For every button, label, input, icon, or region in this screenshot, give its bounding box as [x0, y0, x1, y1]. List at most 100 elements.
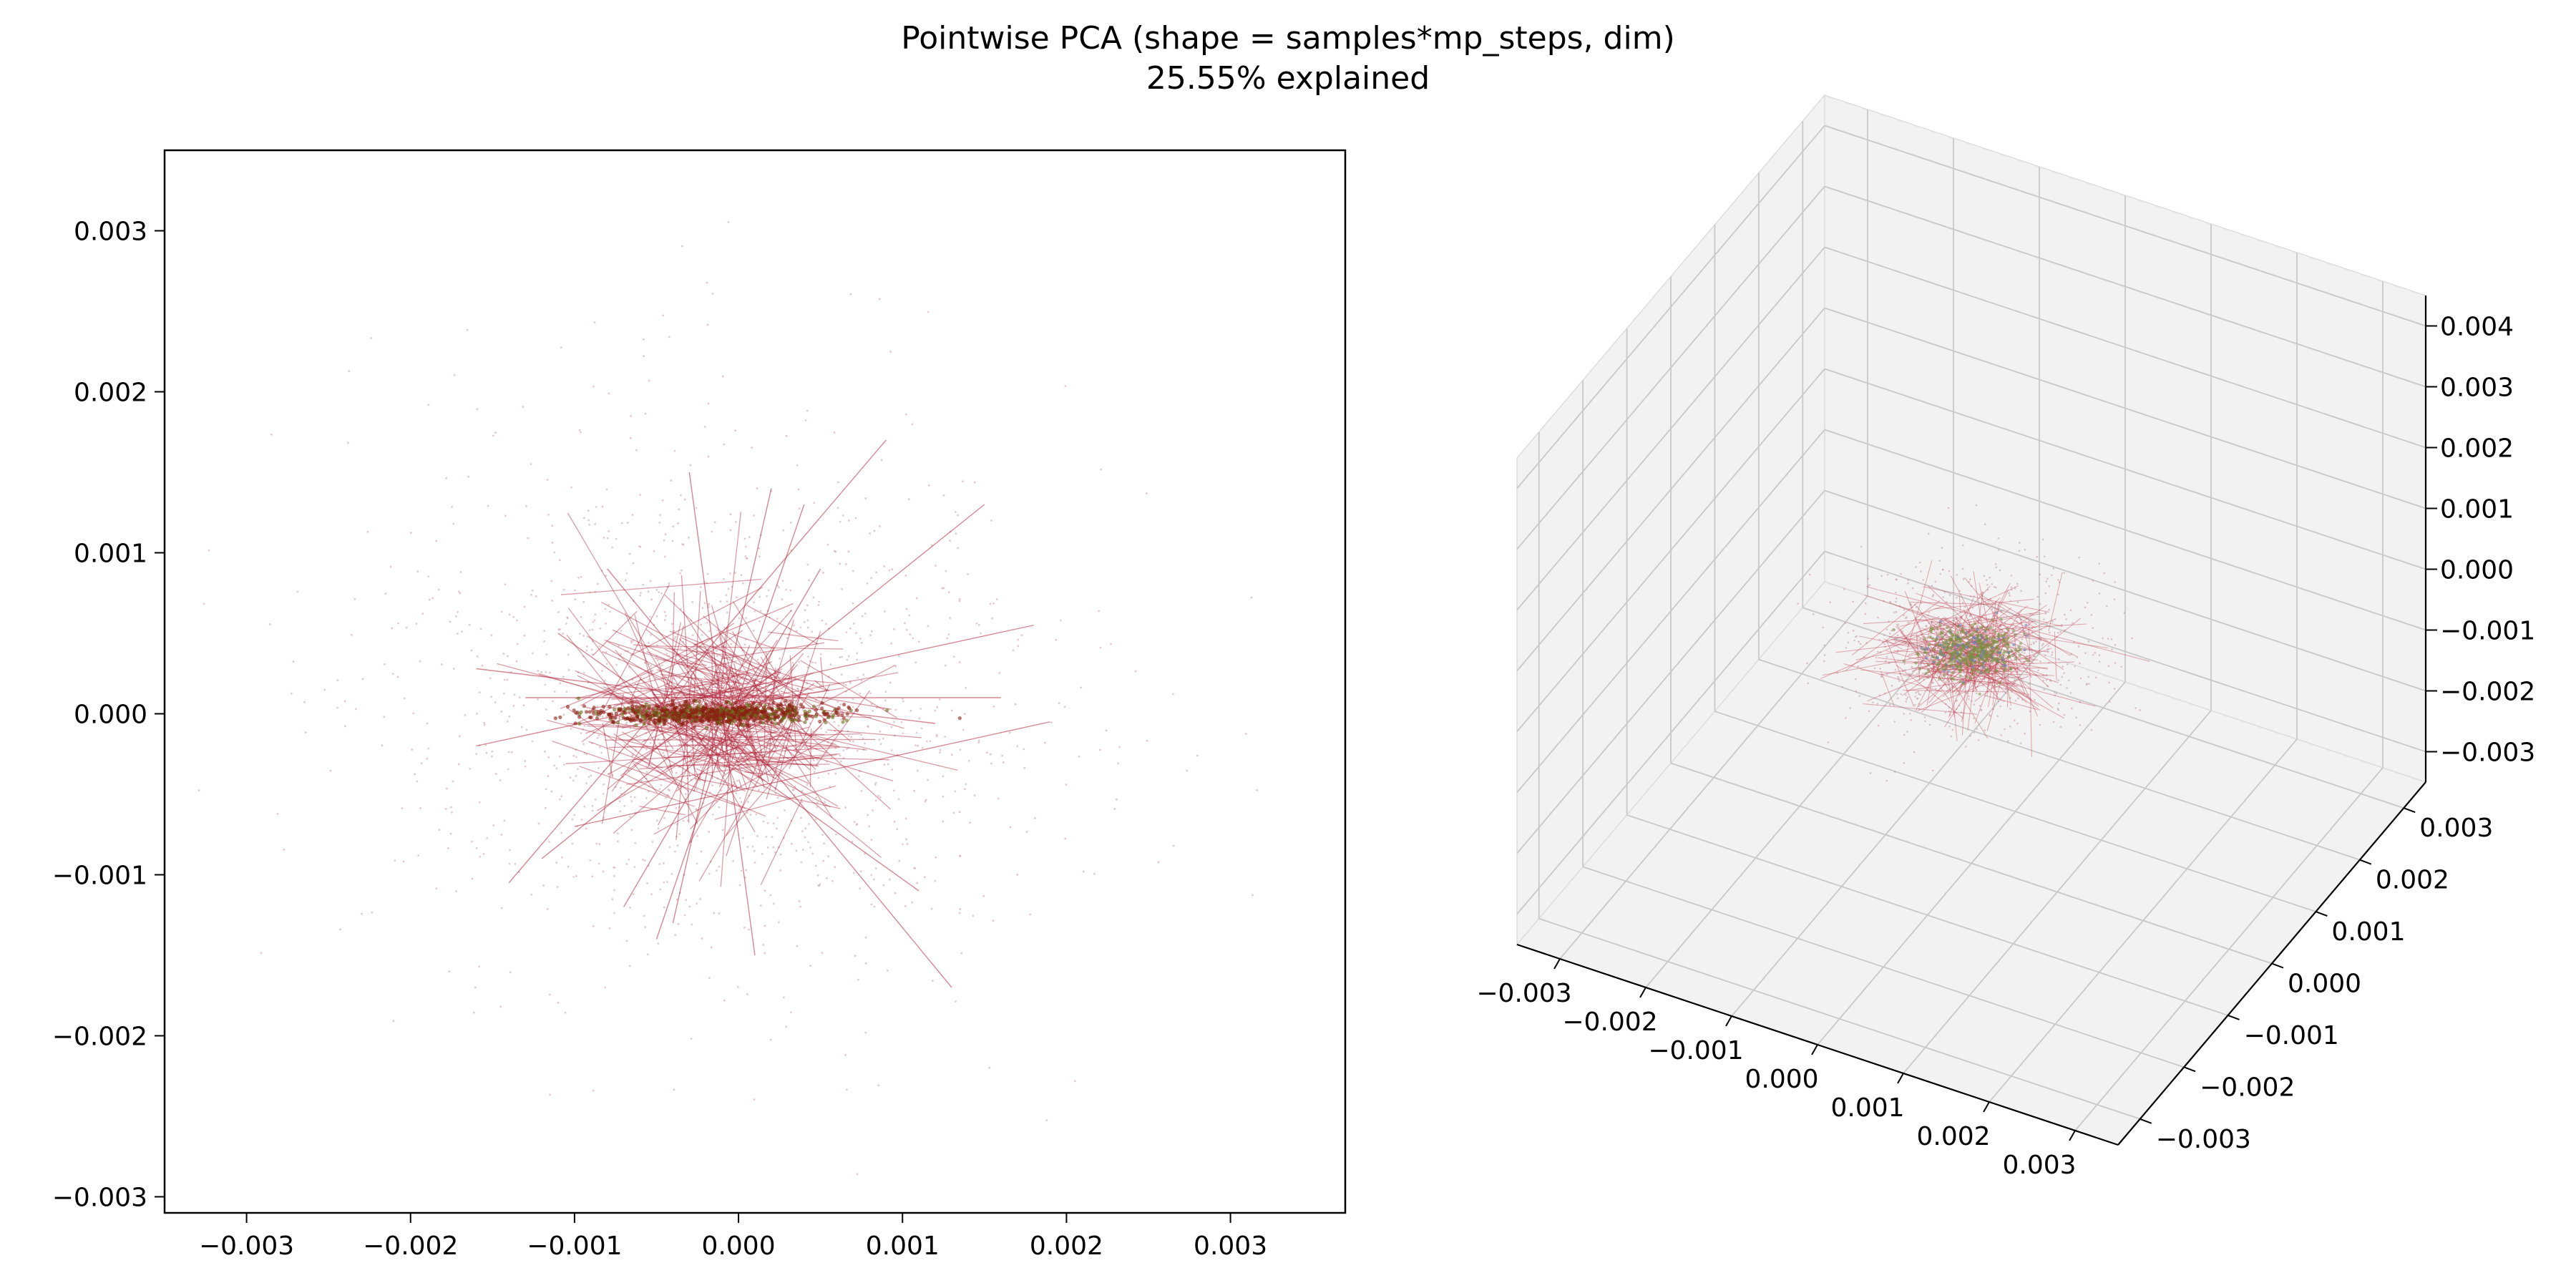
scatter-point: [419, 660, 421, 663]
scatter-point: [2018, 550, 2021, 552]
scatter-point: [959, 855, 962, 857]
scatter-point: [775, 771, 778, 774]
scatter-point: [2065, 618, 2067, 620]
scatter-point: [2079, 662, 2081, 665]
scatter-point: [523, 605, 526, 608]
scatter-point: [678, 675, 681, 678]
scatter-point: [1915, 566, 1917, 568]
scatter-point: [1050, 721, 1053, 723]
scatter-point: [765, 723, 768, 725]
core-point: [1981, 671, 1985, 675]
scatter-point: [646, 953, 649, 956]
scatter-point: [1858, 640, 1860, 643]
scatter-point: [769, 691, 771, 693]
scatter-point: [856, 749, 859, 752]
scatter-point: [2105, 605, 2108, 608]
x-tick-label: 0.002: [1916, 1122, 1990, 1151]
core-point: [1999, 654, 2002, 658]
scatter-point: [491, 755, 493, 758]
scatter-point: [2070, 707, 2073, 710]
core-point: [1935, 637, 1938, 641]
scatter-point: [721, 829, 724, 831]
core-point: [1951, 657, 1955, 660]
scatter-point: [668, 727, 671, 729]
scatter-point: [864, 497, 867, 499]
scatter-point: [2042, 618, 2045, 620]
scatter-point: [756, 834, 758, 837]
scatter-point: [678, 806, 681, 809]
scatter-points-2d: [197, 221, 1258, 1176]
scatter-point: [883, 763, 886, 766]
scatter-point: [580, 732, 582, 735]
scatter-point: [758, 761, 761, 763]
scatter-point: [1014, 703, 1017, 706]
scatter-point: [602, 870, 605, 873]
core-point: [1937, 660, 1941, 664]
core-point: [1960, 657, 1964, 660]
core-point: [1902, 659, 1906, 663]
scatter-point: [837, 481, 839, 484]
scatter-point: [847, 746, 850, 749]
scatter-point: [409, 532, 412, 534]
scatter-point: [577, 671, 580, 673]
scatter-point: [635, 449, 638, 452]
scatter-point: [559, 559, 561, 562]
scatter-point: [890, 749, 893, 751]
scatter-point: [925, 740, 928, 743]
core-point: [1947, 651, 1951, 655]
scatter-point: [1078, 755, 1080, 758]
scatter-point: [2039, 603, 2041, 605]
core-point: [1997, 637, 2001, 640]
scatter-point: [860, 790, 863, 792]
scatter-point: [852, 872, 855, 874]
scatter-point: [841, 587, 844, 590]
scatter-point: [762, 820, 765, 823]
scatter-point: [549, 671, 551, 674]
scatter-point: [2042, 643, 2044, 645]
scatter-point: [1910, 719, 1913, 721]
scatter-point: [1146, 739, 1148, 742]
y-tick-mark: [2359, 859, 2372, 865]
scatter-point: [961, 480, 964, 483]
core-point: [2014, 648, 2017, 652]
scatter-point: [470, 649, 473, 652]
scatter-point: [725, 663, 728, 665]
scatter-point: [545, 708, 547, 711]
scatter-point: [790, 819, 793, 822]
scatter-point: [542, 884, 545, 887]
scatter-point: [845, 1088, 848, 1091]
core-point: [2000, 640, 2004, 644]
scatter-point: [2066, 687, 2068, 689]
scatter-point: [615, 537, 618, 540]
scatter-point: [1822, 626, 1825, 629]
scatter-point: [958, 597, 961, 600]
scatter-point: [854, 517, 857, 519]
core-point: [2011, 653, 2015, 657]
scatter-point: [741, 757, 743, 760]
scatter-point: [901, 698, 904, 701]
scatter-point: [731, 753, 734, 756]
scatter-point: [718, 806, 721, 809]
scatter-point: [853, 821, 856, 824]
scatter-point: [582, 655, 585, 658]
scatter-point: [878, 298, 881, 301]
scatter-point: [804, 419, 807, 421]
scatter-point: [789, 678, 791, 681]
core-point: [1944, 640, 1948, 644]
core-point: [1961, 646, 1965, 650]
scatter-point: [1968, 695, 1970, 698]
scatter-point: [591, 628, 594, 631]
scatter-point: [573, 814, 576, 816]
scatter-point: [663, 659, 665, 662]
scatter-point: [2016, 722, 2019, 725]
scatter-point: [824, 801, 826, 804]
scatter-point: [508, 613, 511, 616]
scatter-point: [530, 593, 532, 596]
scatter-point: [1823, 644, 1825, 647]
core-point: [1983, 640, 1986, 644]
scatter-point: [1907, 582, 1909, 585]
core-point: [1991, 639, 1995, 643]
scatter-point: [965, 686, 967, 689]
scatter-point: [927, 311, 930, 313]
core-point: [1972, 648, 1976, 651]
